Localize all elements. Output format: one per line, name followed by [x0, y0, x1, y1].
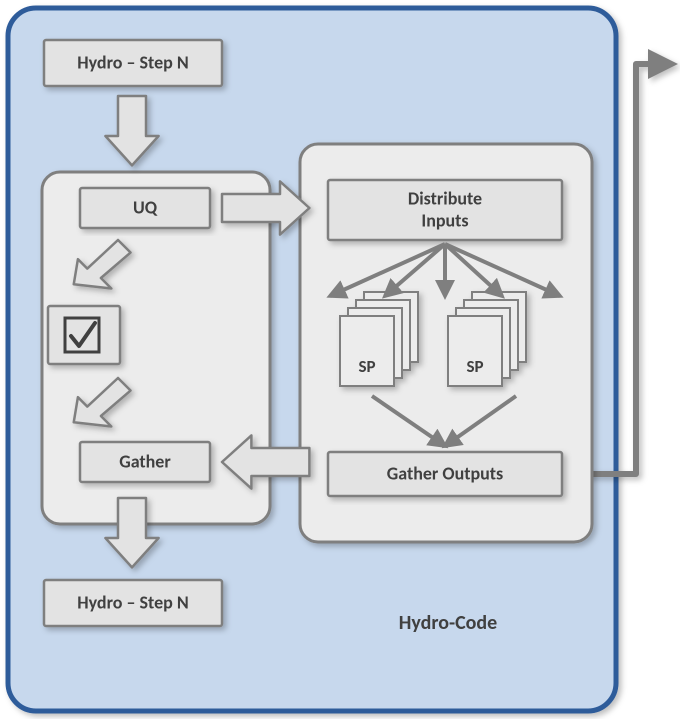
node-checkbox	[48, 306, 120, 364]
svg-text:UQ: UQ	[133, 196, 158, 218]
node-hydro-step-bot: Hydro – Step N	[44, 580, 222, 626]
svg-text:Inputs: Inputs	[421, 209, 468, 231]
node-distribute-inputs: DistributeInputs	[328, 180, 562, 240]
node-gather: Gather	[80, 442, 210, 482]
svg-text:Gather: Gather	[119, 450, 171, 472]
svg-text:Hydro – Step N: Hydro – Step N	[77, 51, 188, 73]
svg-text:SP: SP	[358, 356, 375, 377]
svg-text:Hydro – Step N: Hydro – Step N	[77, 591, 188, 613]
node-hydro-step-top: Hydro – Step N	[44, 40, 222, 86]
node-gather-outputs: Gather Outputs	[328, 452, 562, 496]
svg-text:Gather Outputs: Gather Outputs	[387, 462, 503, 484]
footer-label: Hydro-Code	[399, 611, 497, 635]
svg-text:SP: SP	[466, 356, 483, 377]
node-uq: UQ	[80, 188, 210, 228]
svg-text:Distribute: Distribute	[408, 187, 482, 209]
diagram-canvas: Hydro – Step N UQ Gather Hydro – Step N Dist…	[0, 0, 680, 719]
